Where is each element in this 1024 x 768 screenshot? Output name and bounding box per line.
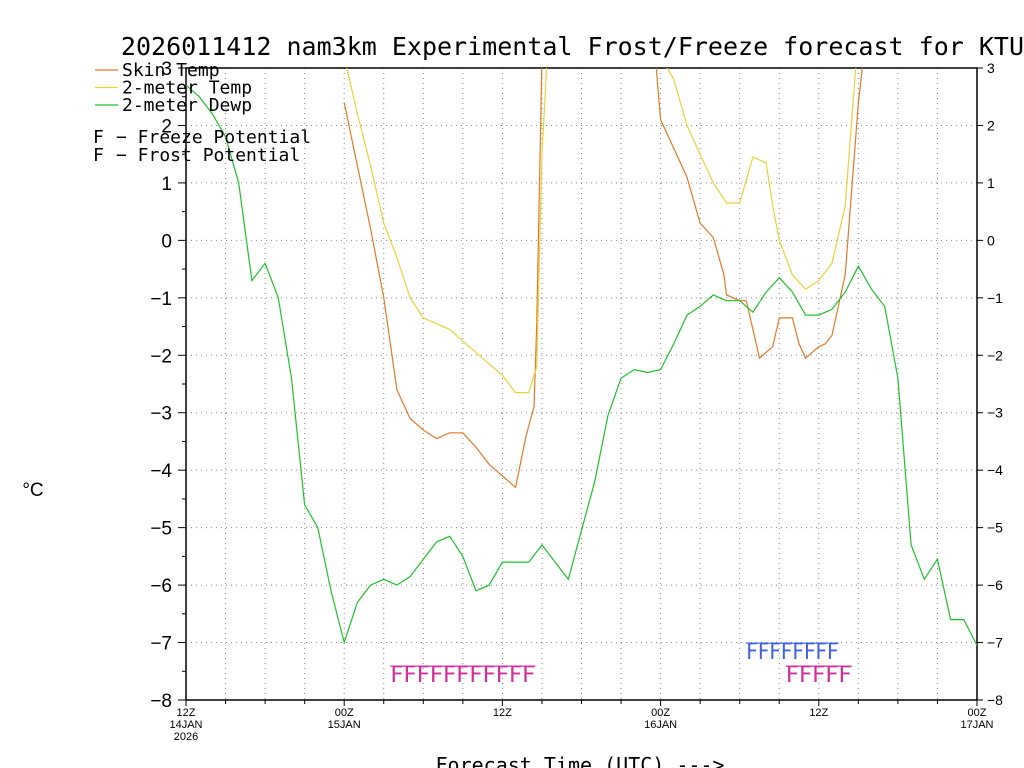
y-tick-label-right: 1: [987, 175, 995, 191]
legend-label: Skin Temp: [122, 60, 220, 81]
chart-title: 2026011412 nam3km Experimental Frost/Fre…: [121, 32, 1024, 61]
y-tick-label-right: 3: [987, 60, 995, 76]
y-tick-label-left: −2: [150, 346, 172, 367]
legend-label: 2-meter Dewp: [122, 95, 252, 116]
grid: [186, 68, 977, 700]
y-tick-label-left: −3: [150, 404, 172, 425]
legend-label: 2-meter Temp: [122, 78, 252, 99]
series-line-2-meter-temp: [346, 68, 857, 394]
series-line-2-meter-dewp: [186, 84, 977, 646]
y-tick-label-left: −4: [150, 461, 172, 482]
x-axis-label: Forecast Time (UTC) --->: [436, 753, 725, 768]
legend-potential-label: − Freeze Potential: [116, 127, 311, 148]
x-tick-label: 15JAN: [328, 719, 361, 731]
y-tick-label-right: −2: [987, 347, 1003, 363]
y-tick-label-right: −8: [987, 692, 1003, 708]
series-line-skin-temp: [343, 68, 863, 489]
y-axis-label: °C: [22, 480, 43, 501]
freeze-potential-marker: FFFFF: [786, 663, 852, 688]
y-tick-label-left: −7: [150, 634, 172, 655]
x-tick-label: 00Z: [335, 707, 354, 719]
y-tick-label-left: −5: [150, 519, 172, 540]
y-tick-label-left: 2: [161, 116, 172, 137]
y-tick-label-right: 0: [987, 232, 995, 248]
y-tick-label-right: 2: [987, 117, 995, 133]
y-tick-label-left: 3: [161, 59, 172, 80]
axes-ticks: −8 −8 −7 −7 −6 −6 −5 −5 −4 −4 −3 −3 −2 −2 −1 −1 0 0 1 1 2 2 3 3…: [150, 59, 1003, 743]
x-tick-label: 12Z: [809, 707, 828, 719]
series-lines: [186, 68, 977, 646]
frost-potential-marker: FFFFFFFF: [746, 640, 838, 665]
y-tick-label-left: −8: [150, 691, 172, 712]
freeze-potential-marker: FFFFFFFFFFF: [390, 663, 535, 688]
y-tick-label-right: −3: [987, 405, 1003, 421]
legend-potential-label: − Frost Potential: [116, 145, 300, 166]
legend-potential-symbol: F: [93, 145, 104, 166]
y-tick-label-right: −4: [987, 462, 1003, 478]
y-tick-label-left: 0: [161, 231, 172, 252]
x-tick-label: 17JAN: [960, 719, 993, 731]
y-tick-label-right: −7: [987, 635, 1003, 651]
x-tick-label: 14JAN: [169, 719, 202, 731]
x-tick-label: 00Z: [968, 707, 987, 719]
y-tick-label-left: −1: [150, 289, 172, 310]
y-tick-label-left: −6: [150, 576, 172, 597]
x-tick-label: 2026: [174, 731, 198, 743]
x-tick-label: 16JAN: [644, 719, 677, 731]
y-tick-label-right: −5: [987, 520, 1003, 536]
y-tick-label-right: −6: [987, 577, 1003, 593]
y-tick-label-left: 1: [161, 174, 172, 195]
x-tick-label: 12Z: [493, 707, 512, 719]
x-tick-label: 12Z: [177, 707, 196, 719]
x-tick-label: 00Z: [651, 707, 670, 719]
legend-potential-symbol: F: [93, 127, 104, 148]
y-tick-label-right: −1: [987, 290, 1003, 306]
